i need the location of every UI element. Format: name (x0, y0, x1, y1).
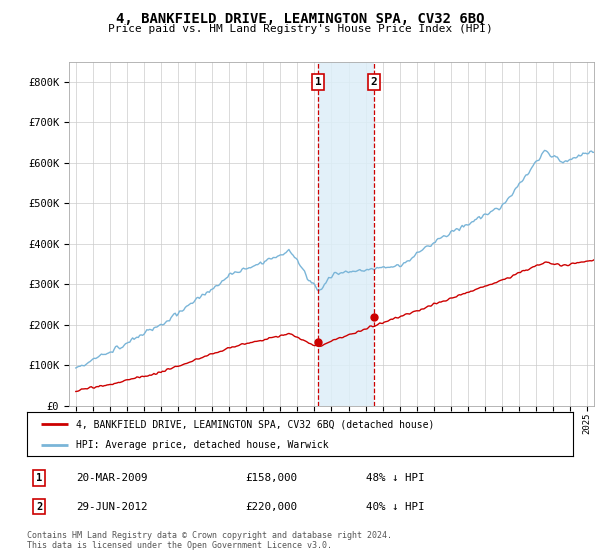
Text: 20-MAR-2009: 20-MAR-2009 (76, 473, 148, 483)
Text: £220,000: £220,000 (245, 502, 298, 512)
Text: 2: 2 (36, 502, 42, 512)
Text: 4, BANKFIELD DRIVE, LEAMINGTON SPA, CV32 6BQ (detached house): 4, BANKFIELD DRIVE, LEAMINGTON SPA, CV32… (76, 419, 434, 429)
Text: 29-JUN-2012: 29-JUN-2012 (76, 502, 148, 512)
Text: £158,000: £158,000 (245, 473, 298, 483)
Text: 1: 1 (36, 473, 42, 483)
Bar (318, 62, 374, 406)
Text: 48% ↓ HPI: 48% ↓ HPI (365, 473, 424, 483)
Text: HPI: Average price, detached house, Warwick: HPI: Average price, detached house, Warw… (76, 440, 329, 450)
Text: 4, BANKFIELD DRIVE, LEAMINGTON SPA, CV32 6BQ: 4, BANKFIELD DRIVE, LEAMINGTON SPA, CV32… (116, 12, 484, 26)
Text: Contains HM Land Registry data © Crown copyright and database right 2024.
This d: Contains HM Land Registry data © Crown c… (27, 531, 392, 550)
Text: 40% ↓ HPI: 40% ↓ HPI (365, 502, 424, 512)
Text: 1: 1 (314, 77, 322, 87)
Text: Price paid vs. HM Land Registry's House Price Index (HPI): Price paid vs. HM Land Registry's House … (107, 24, 493, 34)
Text: 2: 2 (371, 77, 377, 87)
